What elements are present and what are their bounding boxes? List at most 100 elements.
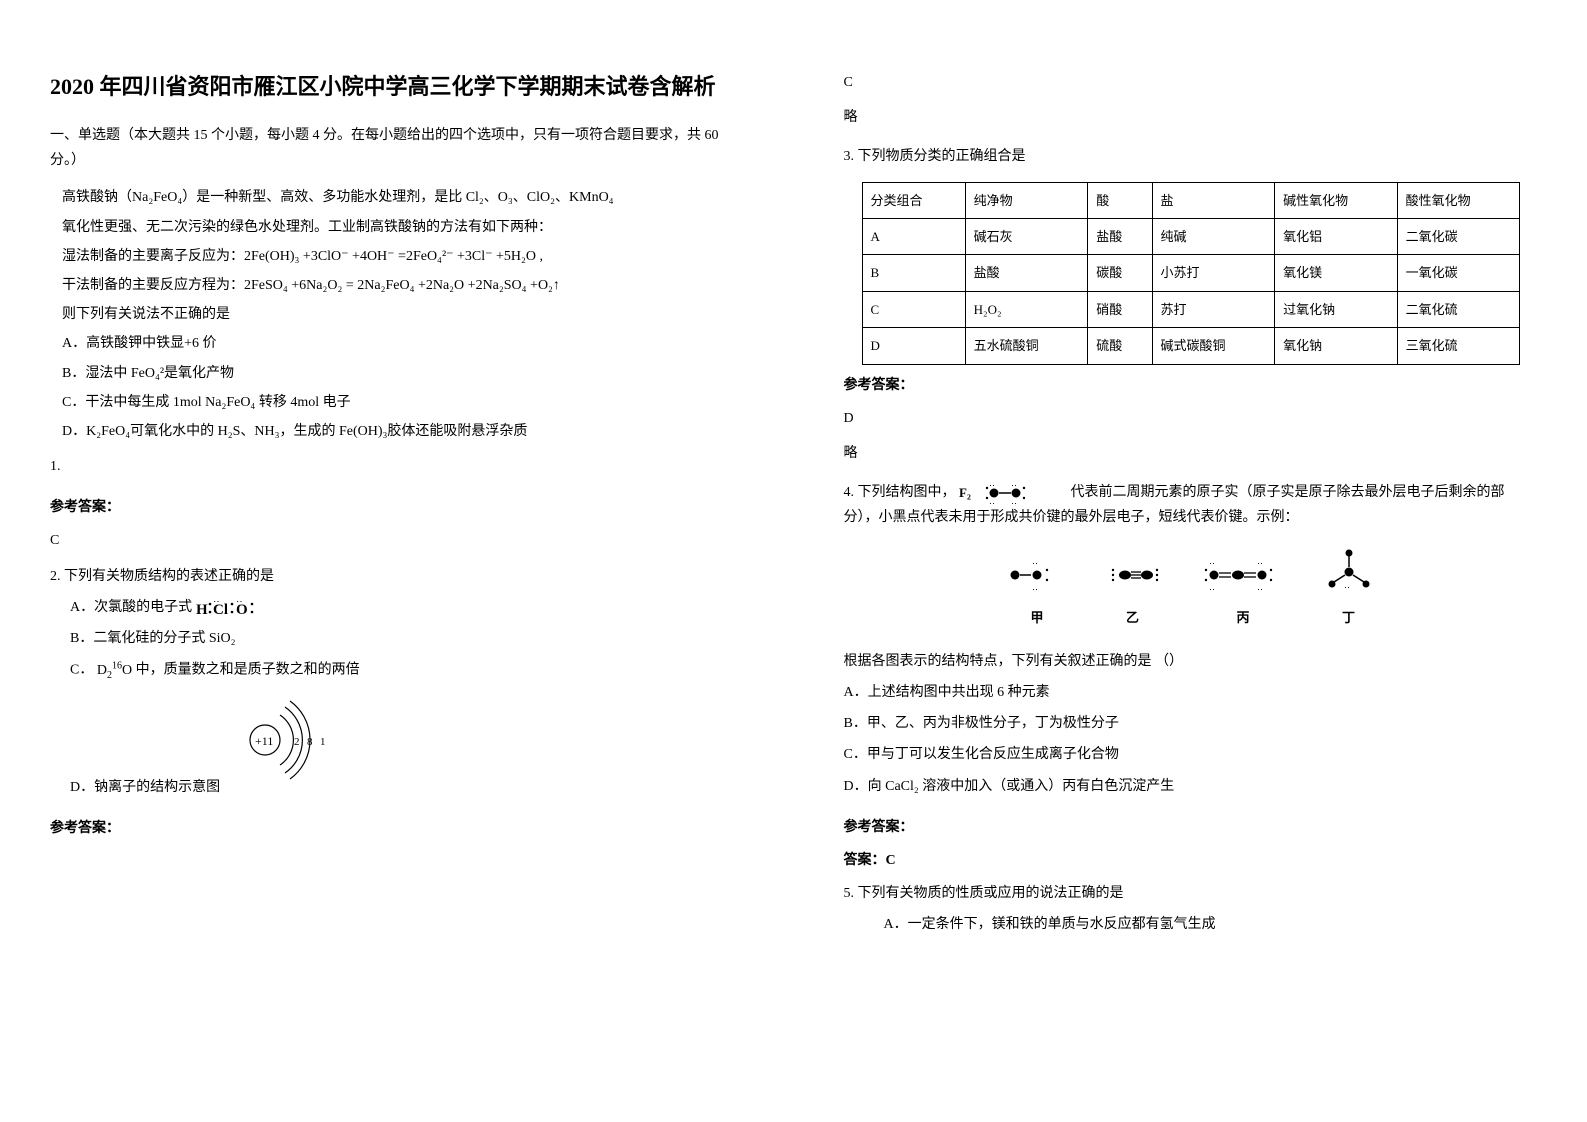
q1-answer-label: 参考答案： xyxy=(50,495,744,520)
svg-text:‥: ‥ xyxy=(1011,482,1017,488)
left-column: 2020 年四川省资阳市雁江区小院中学高三化学下学期期末试卷含解析 一、单选题（… xyxy=(0,0,794,1122)
q2-optB: B．二氧化硅的分子式 SiO₂ xyxy=(70,626,744,651)
structure-bing: ‥ ‥ ‥ ‥ 丙 xyxy=(1198,558,1288,629)
q1-optD: D．K₂FeO₄可氧化水中的 H₂S、NH₃，生成的 Fe(OH)₃胶体还能吸附… xyxy=(62,419,744,444)
q4-stem-prefix: 4. 下列结构图中， xyxy=(844,485,956,500)
q2-optA-text: A．次氯酸的电子式 xyxy=(70,600,196,615)
table-header: 酸性氧化物 xyxy=(1397,182,1520,218)
svg-text:+11: +11 xyxy=(255,734,273,748)
svg-text:F₂: F₂ xyxy=(959,485,971,500)
svg-text:1: 1 xyxy=(320,736,326,748)
table-cell: 五水硫酸铜 xyxy=(965,328,1088,364)
svg-text:‥: ‥ xyxy=(213,614,220,620)
q1-stem: 则下列有关说法不正确的是 xyxy=(62,302,744,327)
q1-optA: A．高铁酸钾中铁显+6 价 xyxy=(62,331,744,356)
table-row: D 五水硫酸铜 硫酸 碱式碳酸铜 氧化钠 三氧化硫 xyxy=(862,328,1520,364)
table-cell: 二氧化碳 xyxy=(1397,218,1520,254)
table-cell: 碱式碳酸铜 xyxy=(1152,328,1275,364)
q1-dry: 干法制备的主要反应方程为：2FeSO₄ +6Na₂O₂ = 2Na₂FeO₄ +… xyxy=(62,273,744,298)
svg-text:‥: ‥ xyxy=(1209,558,1215,566)
table-row: B 盐酸 碳酸 小苏打 氧化镁 一氧化碳 xyxy=(862,255,1520,291)
table-cell: 过氧化钠 xyxy=(1275,291,1398,327)
table-cell: 碱石灰 xyxy=(965,218,1088,254)
table-cell: 二氧化硫 xyxy=(1397,291,1520,327)
q1-number: 1. xyxy=(50,454,744,479)
q3-answer-label: 参考答案： xyxy=(844,373,1538,398)
table-cell: 盐酸 xyxy=(965,255,1088,291)
svg-text:H: H xyxy=(196,602,208,618)
q2-optC-prefix: C． xyxy=(70,663,93,678)
label-jia: 甲 xyxy=(1007,606,1067,629)
q1-block: 高铁酸钠（Na₂FeO₄）是一种新型、高效、多功能水处理剂，是比 Cl₂、O₃、… xyxy=(50,185,744,444)
label-bing: 丙 xyxy=(1198,606,1288,629)
table-cell: 硫酸 xyxy=(1088,328,1152,364)
lewis-structure-icon: H ‥ Cl ‥ ‥ O ‥ xyxy=(196,596,266,620)
table-cell: H₂O₂ xyxy=(965,291,1088,327)
f2-example-icon: F₂ ‥ ‥ ‥ ‥ xyxy=(959,482,1039,504)
svg-text:‥: ‥ xyxy=(1032,582,1038,592)
table-cell: 盐酸 xyxy=(1088,218,1152,254)
svg-text:‥: ‥ xyxy=(1032,558,1038,566)
table-cell: 纯碱 xyxy=(1152,218,1275,254)
q2-answer-label: 参考答案： xyxy=(50,816,744,841)
classification-table: 分类组合 纯净物 酸 盐 碱性氧化物 酸性氧化物 A 碱石灰 盐酸 纯碱 氧化铝… xyxy=(862,182,1521,365)
table-cell: 硝酸 xyxy=(1088,291,1152,327)
q1-optB: B．湿法中 FeO₄²是氧化产物 xyxy=(62,361,744,386)
q4-after: 根据各图表示的结构特点，下列有关叙述正确的是 （） xyxy=(844,649,1538,674)
table-cell: 氧化镁 xyxy=(1275,255,1398,291)
q3-answer: D xyxy=(844,406,1538,431)
q1-optC: C．干法中每生成 1mol Na₂FeO₄ 转移 4mol 电子 xyxy=(62,390,744,415)
table-cell: B xyxy=(862,255,965,291)
q4-optD: D．向 CaCl₂ 溶液中加入（或通入）丙有白色沉淀产生 xyxy=(844,774,1538,799)
table-cell: 氧化铝 xyxy=(1275,218,1398,254)
table-cell: 氧化钠 xyxy=(1275,328,1398,364)
table-cell: C xyxy=(862,291,965,327)
q3-stem: 3. 下列物质分类的正确组合是 xyxy=(844,144,1538,169)
svg-text:2: 2 xyxy=(294,736,300,748)
q2-stem: 2. 下列有关物质结构的表述正确的是 xyxy=(50,564,744,589)
table-cell: 小苏打 xyxy=(1152,255,1275,291)
svg-text:‥: ‥ xyxy=(1257,582,1263,592)
table-header: 盐 xyxy=(1152,182,1275,218)
q1-answer: C xyxy=(50,528,744,553)
table-header: 酸 xyxy=(1088,182,1152,218)
q4-optC: C．甲与丁可以发生化合反应生成离子化合物 xyxy=(844,742,1538,767)
svg-text:‥: ‥ xyxy=(1209,582,1215,592)
table-cell: D xyxy=(862,328,965,364)
svg-text:8: 8 xyxy=(307,736,313,748)
table-header-row: 分类组合 纯净物 酸 盐 碱性氧化物 酸性氧化物 xyxy=(862,182,1520,218)
svg-text:‥: ‥ xyxy=(1257,558,1263,566)
right-column: C 略 3. 下列物质分类的正确组合是 分类组合 纯净物 酸 盐 碱性氧化物 酸… xyxy=(794,0,1587,1122)
svg-text:‥: ‥ xyxy=(236,614,243,620)
label-ding: 丁 xyxy=(1324,606,1374,629)
q2-optC: C． D216O 中，质量数之和是质子数之和的两倍 xyxy=(70,657,744,684)
q4-optB: B．甲、乙、丙为非极性分子，丁为极性分子 xyxy=(844,711,1538,736)
structure-diagrams: ‥ ‥ 甲 乙 ‥ ‥ xyxy=(844,548,1538,630)
table-cell: 一氧化碳 xyxy=(1397,255,1520,291)
table-header: 分类组合 xyxy=(862,182,965,218)
structure-yi: 乙 xyxy=(1103,558,1163,629)
svg-text:‥: ‥ xyxy=(989,482,995,488)
sodium-ion-diagram: +11 2 8 1 xyxy=(230,695,340,785)
svg-text:‥: ‥ xyxy=(1344,580,1350,590)
table-cell: 碳酸 xyxy=(1088,255,1152,291)
q3-omit: 略 xyxy=(844,441,1538,466)
q2-answer: C xyxy=(844,70,1538,95)
table-cell: 三氧化硫 xyxy=(1397,328,1520,364)
table-header: 纯净物 xyxy=(965,182,1088,218)
q4-answer-label: 参考答案： xyxy=(844,815,1538,840)
q5-optA: A．一定条件下，镁和铁的单质与水反应都有氢气生成 xyxy=(884,912,1538,937)
svg-text:‥: ‥ xyxy=(1011,496,1017,504)
table-cell: 苏打 xyxy=(1152,291,1275,327)
exam-title: 2020 年四川省资阳市雁江区小院中学高三化学下学期期末试卷含解析 xyxy=(50,70,744,103)
svg-text:‥: ‥ xyxy=(989,496,995,504)
table-header: 碱性氧化物 xyxy=(1275,182,1398,218)
q2-omit: 略 xyxy=(844,105,1538,130)
q1-wet: 湿法制备的主要离子反应为：2Fe(OH)₃ +3ClO⁻ +4OH⁻ =2FeO… xyxy=(62,244,744,269)
table-cell: A xyxy=(862,218,965,254)
q1-intro1: 高铁酸钠（Na₂FeO₄）是一种新型、高效、多功能水处理剂，是比 Cl₂、O₃、… xyxy=(62,185,744,210)
q2-optD: D．钠离子的结构示意图 xyxy=(70,775,744,800)
table-row: A 碱石灰 盐酸 纯碱 氧化铝 二氧化碳 xyxy=(862,218,1520,254)
q1-intro2: 氧化性更强、无二次污染的绿色水处理剂。工业制高铁酸钠的方法有如下两种： xyxy=(62,215,744,240)
q5-stem: 5. 下列有关物质的性质或应用的说法正确的是 xyxy=(844,881,1538,906)
